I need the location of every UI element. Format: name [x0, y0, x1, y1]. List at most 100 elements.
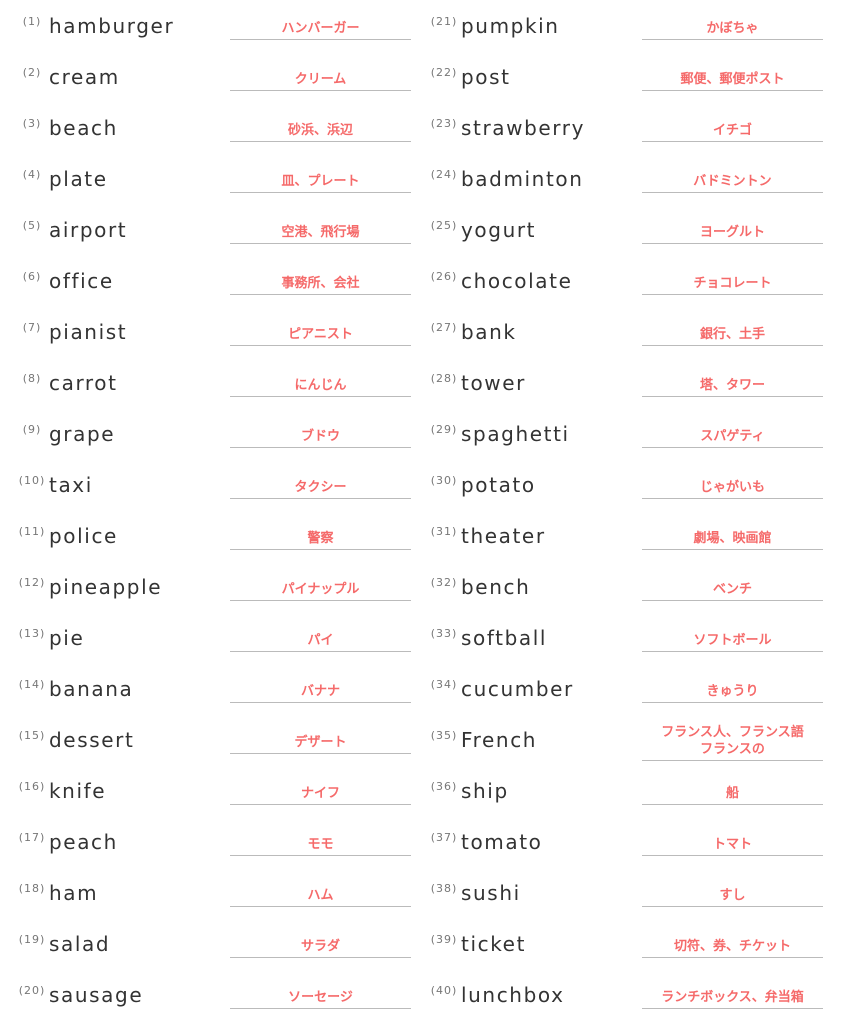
- item-number: (10): [18, 474, 46, 487]
- english-word: ham: [49, 881, 99, 905]
- japanese-answer: 郵便、郵便ポスト: [680, 72, 785, 87]
- japanese-answer: ハム: [307, 888, 334, 903]
- vocab-row: (2) cream クリーム: [0, 53, 420, 104]
- item-number: (23): [430, 117, 458, 130]
- answer-line: [230, 702, 411, 703]
- english-word: bench: [461, 575, 531, 599]
- english-word: theater: [461, 524, 546, 548]
- english-word: pumpkin: [461, 14, 560, 38]
- answer-line: [230, 1008, 411, 1009]
- answer-line: [230, 243, 411, 244]
- vocab-row: (19) salad サラダ: [0, 920, 420, 971]
- item-number: (4): [22, 168, 42, 181]
- japanese-answer: イチゴ: [712, 123, 752, 138]
- item-number: (6): [22, 270, 42, 283]
- english-word: carrot: [49, 371, 118, 395]
- item-number: (24): [430, 168, 458, 181]
- japanese-answer: 警察: [307, 531, 334, 546]
- vocab-row: (28) tower 塔、タワー: [412, 359, 832, 410]
- item-number: (14): [18, 678, 46, 691]
- vocab-row: (36) ship 船: [412, 767, 832, 818]
- vocab-row: (27) bank 銀行、土手: [412, 308, 832, 359]
- answer-line: [642, 345, 823, 346]
- japanese-answer: すし: [719, 888, 746, 903]
- vocab-row: (24) badminton バドミントン: [412, 155, 832, 206]
- vocab-row: (38) sushi すし: [412, 869, 832, 920]
- japanese-answer: 劇場、映画館: [693, 531, 772, 546]
- vocab-row: (4) plate 皿、プレート: [0, 155, 420, 206]
- vocab-row: (11) police 警察: [0, 512, 420, 563]
- answer-line: [642, 141, 823, 142]
- vocab-row: (25) yogurt ヨーグルト: [412, 206, 832, 257]
- english-word: strawberry: [461, 116, 586, 140]
- answer-line: [230, 294, 411, 295]
- answer-line: [230, 804, 411, 805]
- english-word: pineapple: [49, 575, 163, 599]
- item-number: (3): [22, 117, 42, 130]
- vocab-row: (21) pumpkin かぼちゃ: [412, 2, 832, 53]
- item-number: (31): [430, 525, 458, 538]
- answer-line: [230, 906, 411, 907]
- vocab-row: (22) post 郵便、郵便ポスト: [412, 53, 832, 104]
- item-number: (30): [430, 474, 458, 487]
- answer-line: [642, 804, 823, 805]
- answer-line: [642, 243, 823, 244]
- vocab-row: (17) peach モモ: [0, 818, 420, 869]
- english-word: potato: [461, 473, 536, 497]
- item-number: (2): [22, 66, 42, 79]
- japanese-answer: ランチボックス、弁当箱: [661, 990, 804, 1005]
- vocab-row: (10) taxi タクシー: [0, 461, 420, 512]
- english-word: knife: [49, 779, 107, 803]
- vocab-row: (20) sausage ソーセージ: [0, 971, 420, 1022]
- item-number: (37): [430, 831, 458, 844]
- item-number: (15): [18, 729, 46, 742]
- item-number: (8): [22, 372, 42, 385]
- english-word: lunchbox: [461, 983, 565, 1007]
- japanese-answer: ナイフ: [300, 786, 340, 801]
- japanese-answer: にんじん: [294, 378, 347, 393]
- vocab-row: (23) strawberry イチゴ: [412, 104, 832, 155]
- japanese-answer: トマト: [712, 837, 752, 852]
- vocab-row: (34) cucumber きゅうり: [412, 665, 832, 716]
- japanese-answer: 砂浜、浜辺: [287, 123, 353, 138]
- answer-line: [642, 855, 823, 856]
- item-number: (40): [430, 984, 458, 997]
- english-word: airport: [49, 218, 128, 242]
- vocab-row: (1) hamburger ハンバーガー: [0, 2, 420, 53]
- japanese-answer: きゅうり: [706, 684, 759, 699]
- item-number: (19): [18, 933, 46, 946]
- japanese-answer: じゃがいも: [699, 480, 765, 495]
- japanese-answer: モモ: [307, 837, 334, 852]
- item-number: (26): [430, 270, 458, 283]
- item-number: (17): [18, 831, 46, 844]
- vocab-row: (37) tomato トマト: [412, 818, 832, 869]
- japanese-answer: パイ: [307, 633, 334, 648]
- vocab-row: (33) softball ソフトボール: [412, 614, 832, 665]
- answer-line: [230, 498, 411, 499]
- vocab-row: (7) pianist ピアニスト: [0, 308, 420, 359]
- vocab-row: (3) beach 砂浜、浜辺: [0, 104, 420, 155]
- japanese-answer: 塔、タワー: [699, 378, 765, 393]
- item-number: (5): [22, 219, 42, 232]
- japanese-answer: バドミントン: [693, 174, 772, 189]
- item-number: (16): [18, 780, 46, 793]
- answer-line: [642, 1008, 823, 1009]
- english-word: sausage: [49, 983, 144, 1007]
- item-number: (29): [430, 423, 458, 436]
- item-number: (20): [18, 984, 46, 997]
- english-word: tomato: [461, 830, 543, 854]
- japanese-answer: かぼちゃ: [706, 21, 759, 36]
- item-number: (34): [430, 678, 458, 691]
- japanese-answer: ピアニスト: [288, 327, 353, 342]
- answer-line: [230, 447, 411, 448]
- english-word: sushi: [461, 881, 521, 905]
- answer-line: [230, 855, 411, 856]
- japanese-answer: サラダ: [300, 939, 340, 954]
- japanese-answer: チョコレート: [693, 276, 772, 291]
- english-word: badminton: [461, 167, 584, 191]
- vocab-row: (29) spaghetti スパゲティ: [412, 410, 832, 461]
- japanese-answer: 事務所、会社: [281, 276, 360, 291]
- vocab-row: (39) ticket 切符、券、チケット: [412, 920, 832, 971]
- english-word: pie: [49, 626, 85, 650]
- english-word: office: [49, 269, 114, 293]
